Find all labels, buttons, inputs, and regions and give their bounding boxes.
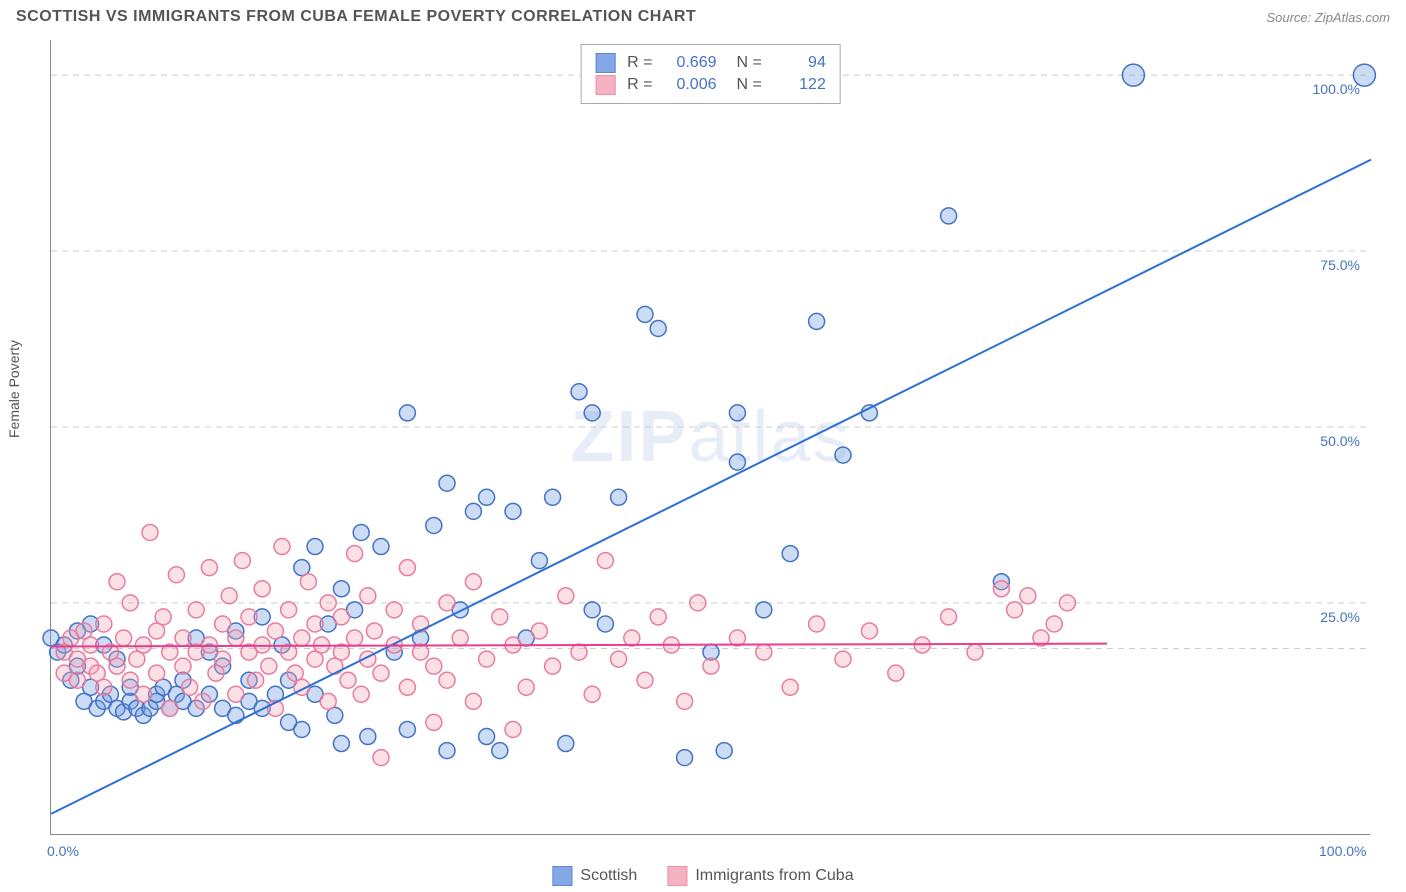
legend-swatch	[595, 53, 615, 73]
x-tick-label: 100.0%	[1319, 843, 1366, 859]
r-label: R =	[627, 76, 652, 94]
stats-box: R = 0.669 N = 94 R = 0.006 N = 122	[580, 44, 841, 104]
plot-svg	[51, 40, 1370, 834]
title-bar: SCOTTISH VS IMMIGRANTS FROM CUBA FEMALE …	[0, 0, 1406, 30]
stats-row: R = 0.006 N = 122	[595, 75, 826, 95]
y-tick-label: 75.0%	[1320, 257, 1360, 273]
bottom-legend: Scottish Immigrants from Cuba	[552, 866, 853, 886]
r-value: 0.006	[661, 76, 717, 94]
stats-row: R = 0.669 N = 94	[595, 53, 826, 73]
r-label: R =	[627, 54, 652, 72]
chart-area: ZIPatlas R =0.669N =94R =0.006N =122 25.…	[50, 40, 1370, 835]
legend-swatch	[667, 866, 687, 886]
y-tick-label: 25.0%	[1320, 609, 1360, 625]
y-tick-label: 100.0%	[1313, 81, 1360, 97]
legend-label: Scottish	[580, 867, 637, 885]
y-axis-label: Female Poverty	[6, 340, 22, 438]
r-value: 0.669	[661, 54, 717, 72]
legend-swatch	[595, 75, 615, 95]
n-label: N =	[737, 54, 762, 72]
legend-label: Immigrants from Cuba	[695, 867, 853, 885]
y-tick-label: 50.0%	[1320, 433, 1360, 449]
n-label: N =	[737, 76, 762, 94]
legend-swatch	[552, 866, 572, 886]
legend-item: Scottish	[552, 866, 637, 886]
source-attribution: Source: ZipAtlas.com	[1266, 10, 1390, 25]
x-tick-label: 0.0%	[47, 843, 79, 859]
n-value: 94	[770, 54, 826, 72]
chart-title: SCOTTISH VS IMMIGRANTS FROM CUBA FEMALE …	[16, 8, 696, 26]
legend-item: Immigrants from Cuba	[667, 866, 853, 886]
n-value: 122	[770, 76, 826, 94]
